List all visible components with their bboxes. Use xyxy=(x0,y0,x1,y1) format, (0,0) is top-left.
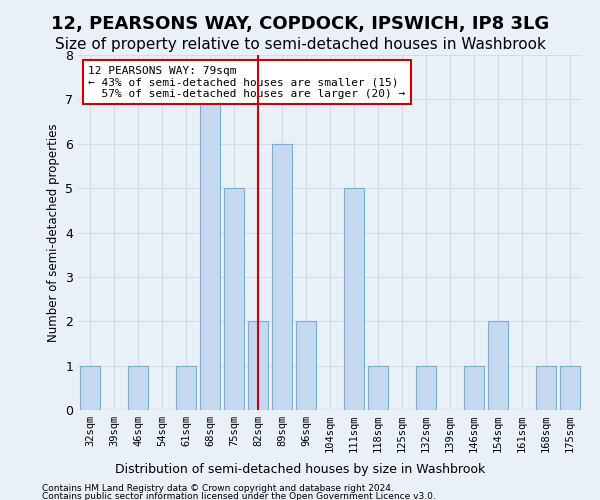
Bar xyxy=(296,321,316,410)
Bar xyxy=(200,100,220,410)
Bar xyxy=(560,366,580,410)
Bar xyxy=(488,321,508,410)
Text: 12 PEARSONS WAY: 79sqm
← 43% of semi-detached houses are smaller (15)
  57% of s: 12 PEARSONS WAY: 79sqm ← 43% of semi-det… xyxy=(88,66,406,99)
Text: Contains HM Land Registry data © Crown copyright and database right 2024.: Contains HM Land Registry data © Crown c… xyxy=(42,484,394,493)
Y-axis label: Number of semi-detached properties: Number of semi-detached properties xyxy=(47,123,59,342)
Bar xyxy=(176,366,196,410)
Text: Contains public sector information licensed under the Open Government Licence v3: Contains public sector information licen… xyxy=(42,492,436,500)
Bar xyxy=(224,188,244,410)
Text: Size of property relative to semi-detached houses in Washbrook: Size of property relative to semi-detach… xyxy=(55,38,545,52)
Bar xyxy=(344,188,364,410)
Bar xyxy=(464,366,484,410)
Bar xyxy=(368,366,388,410)
Bar xyxy=(272,144,292,410)
Bar xyxy=(80,366,100,410)
Bar xyxy=(128,366,148,410)
Bar xyxy=(416,366,436,410)
Bar xyxy=(536,366,556,410)
Text: 12, PEARSONS WAY, COPDOCK, IPSWICH, IP8 3LG: 12, PEARSONS WAY, COPDOCK, IPSWICH, IP8 … xyxy=(51,15,549,33)
Text: Distribution of semi-detached houses by size in Washbrook: Distribution of semi-detached houses by … xyxy=(115,462,485,475)
Bar xyxy=(248,321,268,410)
